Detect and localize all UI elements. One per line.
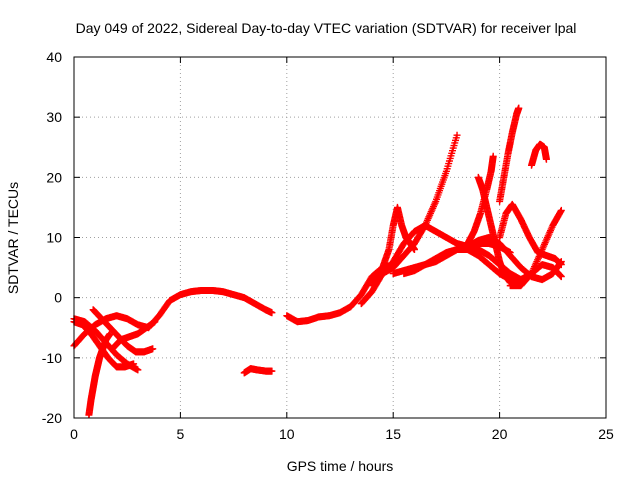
series-arc-r	[496, 200, 565, 269]
data-point	[557, 273, 565, 281]
y-tick-label: 10	[46, 230, 62, 246]
data-point	[542, 155, 550, 163]
x-tick-label: 5	[177, 426, 185, 442]
series-arc-o	[474, 173, 514, 287]
data-point	[134, 366, 142, 374]
series-arc-f	[108, 318, 159, 353]
data-point	[130, 360, 138, 368]
data-point	[151, 318, 159, 326]
x-tick-label: 15	[385, 426, 401, 442]
data-points	[70, 104, 565, 419]
x-tick-label: 0	[70, 426, 78, 442]
series-arc-c	[85, 330, 114, 419]
series-arc-p	[464, 152, 497, 248]
series-arc-s	[506, 206, 565, 290]
series-arc-e	[89, 306, 157, 356]
y-tick-label: -10	[42, 350, 62, 366]
series-arc-q	[496, 104, 523, 205]
y-tick-label: -20	[42, 410, 62, 426]
series-arc-g	[240, 365, 276, 377]
data-point	[515, 104, 523, 112]
x-tick-label: 20	[492, 426, 508, 442]
data-point	[149, 345, 157, 353]
data-point	[557, 206, 565, 214]
axis-ticks: 0 5 10 15 20 25 -20 -10 0 10 20 30 40	[42, 49, 614, 442]
series-arc-t	[528, 140, 550, 169]
x-tick-label: 25	[598, 426, 614, 442]
data-point	[557, 261, 565, 269]
x-axis-label: GPS time / hours	[287, 458, 394, 474]
y-tick-label: 40	[46, 49, 62, 65]
y-tick-label: 20	[46, 169, 62, 185]
data-point	[268, 367, 276, 375]
chart-title: Day 049 of 2022, Sidereal Day-to-day VTE…	[76, 20, 577, 36]
y-tick-label: 0	[54, 290, 62, 306]
x-tick-label: 10	[279, 426, 295, 442]
data-point	[489, 152, 497, 160]
y-tick-label: 30	[46, 109, 62, 125]
data-point	[410, 246, 418, 254]
y-axis-label: SDTVAR / TECUs	[5, 182, 21, 294]
data-point	[268, 309, 276, 317]
data-point	[453, 131, 461, 139]
